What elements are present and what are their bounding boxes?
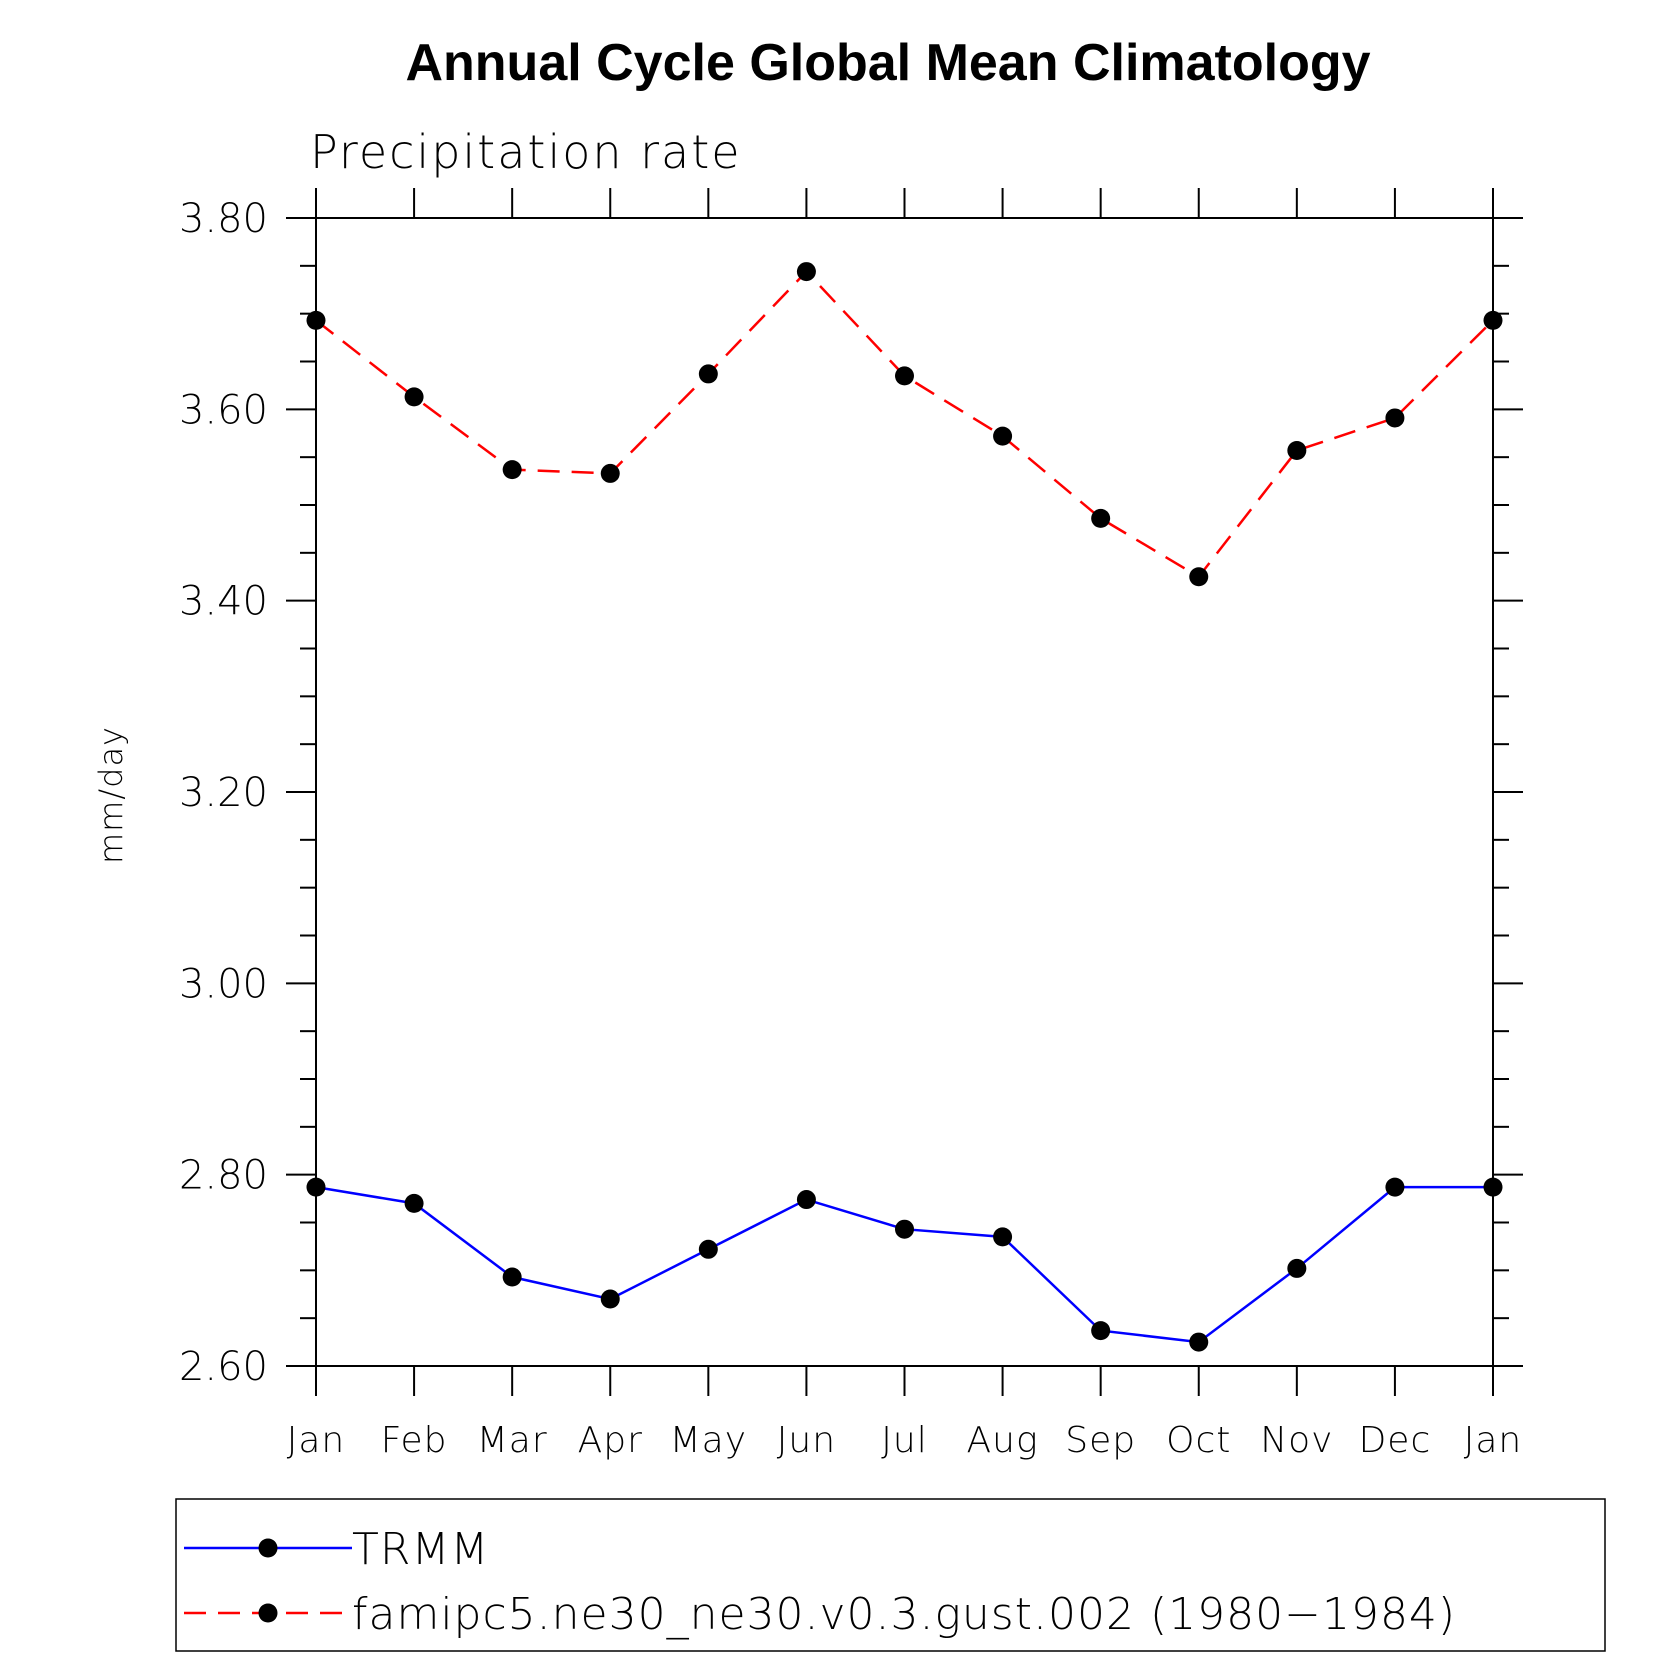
data-point: [993, 426, 1013, 446]
data-point: [1189, 1332, 1209, 1352]
axes: 2.60 2.80 3.00 3.20 3.40 3.60 3.80 Jan Feb Mar Apr…: [179, 188, 1523, 1461]
series-group: [306, 262, 1503, 1352]
chart-subtitle: Precipitation rate: [310, 125, 742, 179]
y-tick-label: 3.80: [179, 196, 268, 242]
legend-label: TRMM: [352, 1524, 489, 1575]
legend-marker: [258, 1603, 278, 1623]
legend-marker: [258, 1538, 278, 1558]
y-tick-label: 3.20: [179, 770, 268, 816]
y-axis-label: mm/day: [92, 726, 130, 864]
data-point: [796, 1190, 816, 1210]
x-tick-label: Jun: [777, 1420, 836, 1461]
data-point: [306, 310, 326, 330]
data-point: [993, 1227, 1013, 1247]
data-point: [698, 364, 718, 384]
data-point: [895, 1219, 914, 1239]
data-point: [1287, 1258, 1307, 1278]
data-point: [1091, 508, 1111, 528]
legend: TRMM famipc5.ne30_ne30.v0.3.gust.002 (198…: [175, 1498, 1606, 1652]
data-point: [1385, 1177, 1405, 1197]
data-point: [502, 1267, 522, 1287]
x-tick-label: Aug: [967, 1420, 1039, 1461]
data-point: [502, 460, 522, 480]
x-tick-label: Oct: [1166, 1420, 1231, 1461]
data-point: [306, 1177, 326, 1197]
x-tick-label: Mar: [477, 1420, 548, 1461]
chart-title: Annual Cycle Global Mean Climatology: [405, 34, 1370, 92]
x-tick-label: Nov: [1260, 1420, 1333, 1461]
series-2: [306, 262, 1503, 587]
x-tick-label: Apr: [578, 1420, 643, 1461]
data-point: [600, 1289, 620, 1309]
y-tick-label: 3.40: [179, 579, 268, 625]
x-tick-label: Feb: [381, 1420, 448, 1461]
series-1: [306, 1177, 1503, 1352]
x-tick-label: Dec: [1359, 1420, 1432, 1461]
data-point: [404, 1193, 424, 1213]
data-point: [895, 366, 914, 386]
legend-label: famipc5.ne30_ne30.v0.3.gust.002 (1980−19…: [352, 1589, 1456, 1640]
data-point: [404, 387, 424, 407]
data-point: [698, 1239, 718, 1259]
series-line: [315, 269, 1494, 579]
x-tick-label: Jan: [287, 1420, 346, 1461]
y-tick-label: 2.80: [179, 1153, 268, 1199]
data-point: [796, 262, 816, 282]
data-point: [1385, 408, 1405, 428]
data-point: [1189, 567, 1209, 587]
x-tick-label: Sep: [1065, 1420, 1136, 1461]
data-point: [600, 463, 620, 483]
x-tick-label: May: [670, 1420, 747, 1461]
y-tick-label: 3.60: [179, 387, 268, 433]
series-line: [315, 1185, 1493, 1344]
data-point: [1483, 1177, 1503, 1197]
legend-box: [175, 1498, 1606, 1652]
data-point: [1483, 310, 1503, 330]
data-point: [1091, 1321, 1111, 1341]
x-tick-label: Jul: [881, 1420, 927, 1461]
y-tick-label: 3.00: [179, 961, 268, 1007]
x-tick-label: Jan: [1464, 1420, 1523, 1461]
data-point: [1287, 440, 1307, 460]
y-tick-label: 2.60: [179, 1344, 268, 1390]
